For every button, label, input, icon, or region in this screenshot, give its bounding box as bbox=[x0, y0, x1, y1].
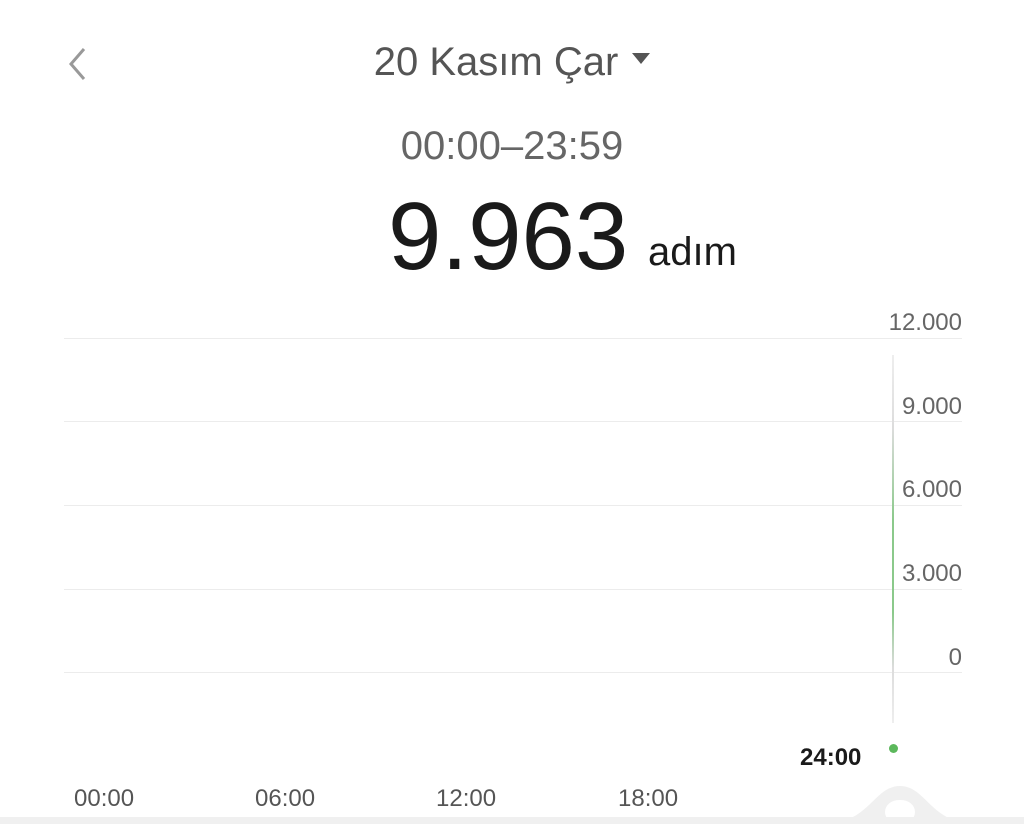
chart-cursor-line[interactable] bbox=[892, 355, 894, 723]
gridline bbox=[64, 505, 962, 506]
x-tick-label: 06:00 bbox=[255, 785, 316, 812]
x-tick-label: 00:00 bbox=[74, 785, 135, 812]
gridline bbox=[64, 338, 962, 339]
y-tick-label: 0 bbox=[948, 644, 962, 671]
gridline bbox=[64, 589, 962, 590]
bottom-sheet bbox=[0, 817, 1024, 824]
y-tick-label: 3.000 bbox=[901, 560, 962, 587]
cursor-handle-dot[interactable] bbox=[889, 744, 898, 753]
gridline bbox=[64, 421, 962, 422]
cursor-time-label: 24:00 bbox=[800, 744, 862, 771]
step-count: 9.963 bbox=[388, 183, 629, 290]
y-tick-label: 6.000 bbox=[901, 476, 962, 503]
date-label: 20 Kasım Çar bbox=[373, 40, 619, 84]
back-button[interactable] bbox=[62, 44, 98, 84]
x-tick-label: 12:00 bbox=[436, 785, 497, 812]
gridline bbox=[64, 672, 962, 673]
time-range: 00:00–23:59 bbox=[400, 124, 624, 168]
date-selector[interactable]: 20 Kasım Çar bbox=[0, 40, 1024, 85]
y-tick-label: 9.000 bbox=[901, 393, 962, 420]
chevron-left-icon bbox=[69, 48, 86, 80]
caret-down-icon bbox=[632, 52, 651, 64]
y-tick-label: 12.000 bbox=[888, 309, 962, 336]
x-tick-label: 18:00 bbox=[618, 785, 679, 812]
step-unit: adım bbox=[648, 230, 737, 274]
